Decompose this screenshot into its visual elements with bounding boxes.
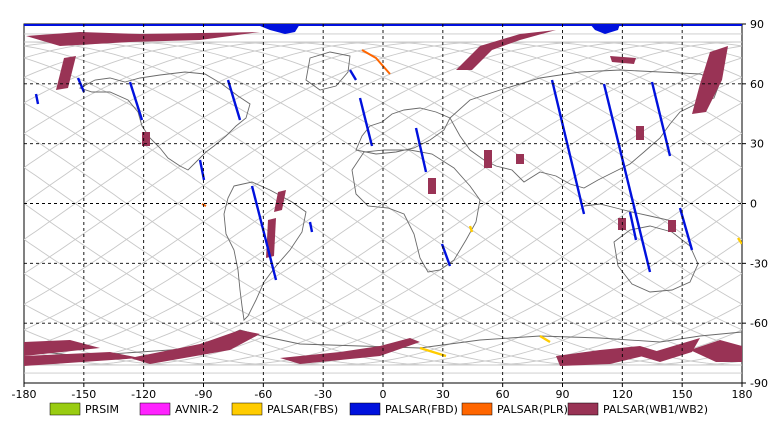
wb-swath — [24, 352, 140, 366]
coast-north-america — [78, 71, 251, 171]
palsar-wb-swaths — [24, 30, 742, 366]
legend-label: PALSAR(FBS) — [267, 403, 338, 416]
legend-item: PALSAR(FBD) — [349, 402, 458, 416]
legend-item: PALSAR(PLR) — [461, 402, 568, 416]
wb-swath — [484, 150, 492, 168]
fbd-track — [308, 221, 314, 233]
coastlines — [24, 51, 742, 357]
x-tick-label: 90 — [556, 388, 570, 401]
x-tick-label: 180 — [732, 388, 753, 401]
ground-track — [24, 41, 742, 240]
legend-swatch — [349, 402, 381, 416]
legend-label: PALSAR(WB1/WB2) — [603, 403, 708, 416]
fbd-track — [76, 77, 86, 93]
fbd-track — [348, 69, 358, 81]
y-tick-label: -30 — [750, 257, 768, 270]
x-axis-ticks: -180 -150 -120 -90 -60 -30 0 30 60 90 120 150 180 — [12, 383, 753, 401]
y-tick-label: 60 — [750, 78, 764, 91]
fbd-track — [34, 93, 40, 105]
legend-item: PALSAR(WB1/WB2) — [567, 402, 708, 416]
y-tick-label: 0 — [750, 198, 757, 211]
legend-label: PALSAR(PLR) — [497, 403, 568, 416]
coast-asia — [449, 69, 721, 189]
x-tick-label: -150 — [71, 388, 96, 401]
legend-item: PRSIM — [49, 402, 119, 416]
palsar-fbd-tracks — [34, 69, 694, 281]
wb-swath — [56, 56, 76, 90]
wb-swath — [456, 30, 556, 70]
palsar-fbs-tracks — [419, 225, 742, 358]
fbs-track — [539, 334, 551, 344]
fbd-track — [226, 79, 242, 121]
legend: PRSIM AVNIR-2 PALSAR(FBS) PALSAR(FBD) PALSAR… — [49, 402, 708, 416]
legend-item: AVNIR-2 — [139, 402, 219, 416]
palsar-plr-tracks — [201, 49, 391, 207]
coast-australia — [613, 225, 699, 293]
ground-track — [24, 41, 742, 305]
fbd-north-cap-2 — [590, 24, 620, 34]
coast-africa — [351, 149, 481, 273]
wb-swath — [692, 46, 728, 114]
legend-label: PRSIM — [85, 403, 119, 416]
fbd-track — [550, 79, 586, 215]
legend-swatch — [231, 402, 263, 416]
coast-antarctica — [24, 329, 742, 357]
legend-item: PALSAR(FBS) — [231, 402, 338, 416]
wb-swath — [690, 340, 742, 362]
fbs-track — [737, 237, 742, 245]
wb-swath — [130, 330, 260, 364]
coast-greenland — [305, 51, 351, 91]
legend-swatch — [461, 402, 493, 416]
coast-europe — [355, 107, 451, 155]
fbd-track — [250, 185, 278, 281]
y-tick-label: -90 — [750, 377, 768, 390]
x-tick-label: 120 — [612, 388, 633, 401]
wb-swath — [274, 190, 286, 212]
wb-swath — [668, 220, 676, 232]
legend-label: AVNIR-2 — [175, 403, 219, 416]
legend-swatch — [49, 402, 81, 416]
fbd-track — [358, 97, 374, 147]
fbd-track — [414, 127, 428, 173]
fbd-track — [602, 83, 652, 273]
x-tick-label: -90 — [195, 388, 213, 401]
plr-track — [361, 49, 391, 75]
x-tick-label: 30 — [436, 388, 450, 401]
fbd-track — [128, 81, 144, 121]
wb-swath — [640, 338, 700, 362]
legend-label: PALSAR(FBD) — [385, 403, 458, 416]
fbd-track — [440, 243, 452, 267]
plr-track — [201, 203, 207, 207]
wb-swath — [24, 340, 100, 356]
x-tick-label: -30 — [314, 388, 332, 401]
wb-swath — [610, 56, 636, 64]
x-tick-label: -120 — [131, 388, 156, 401]
x-tick-label: 0 — [380, 388, 387, 401]
fbs-track — [419, 346, 447, 358]
legend-swatch — [139, 402, 171, 416]
wb-swath — [428, 178, 436, 194]
wb-swath — [280, 338, 420, 364]
legend-swatch — [567, 402, 599, 416]
fbs-track — [468, 225, 474, 233]
y-tick-label: -60 — [750, 317, 768, 330]
wb-swath — [636, 126, 644, 140]
x-tick-label: -60 — [254, 388, 272, 401]
y-tick-label: 90 — [750, 18, 764, 31]
y-tick-label: 30 — [750, 138, 764, 151]
wb-swath — [556, 346, 660, 366]
wb-swath — [26, 32, 260, 46]
x-tick-label: -180 — [12, 388, 37, 401]
x-tick-label: 150 — [672, 388, 693, 401]
fbd-north-cap-1 — [255, 24, 300, 34]
wb-swath — [142, 132, 150, 146]
x-tick-label: 60 — [496, 388, 510, 401]
fbd-track — [678, 207, 694, 251]
wb-swath — [516, 154, 524, 164]
fbd-track — [628, 211, 638, 241]
y-axis-ticks: 90 60 30 0 -30 -60 -90 — [742, 18, 768, 390]
